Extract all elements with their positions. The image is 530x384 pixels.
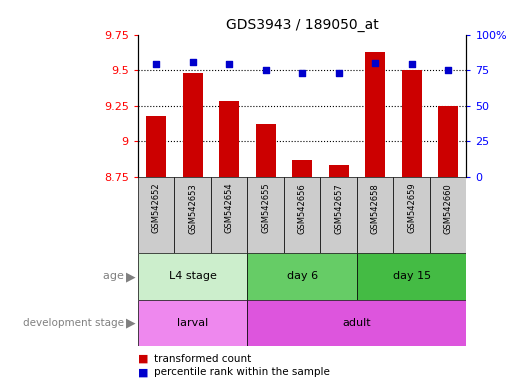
Text: GSM542655: GSM542655 bbox=[261, 183, 270, 233]
Text: GSM542652: GSM542652 bbox=[152, 183, 161, 233]
Bar bbox=[211, 177, 248, 253]
Text: GSM542653: GSM542653 bbox=[188, 183, 197, 233]
Text: L4 stage: L4 stage bbox=[169, 271, 216, 281]
Point bbox=[188, 58, 197, 65]
Bar bbox=[357, 177, 393, 253]
Bar bbox=[402, 70, 422, 177]
Bar bbox=[182, 73, 202, 177]
Bar bbox=[320, 177, 357, 253]
Text: development stage: development stage bbox=[23, 318, 127, 328]
Point bbox=[408, 61, 416, 68]
Bar bbox=[248, 177, 284, 253]
Bar bbox=[292, 160, 312, 177]
Text: day 6: day 6 bbox=[287, 271, 317, 281]
Text: transformed count: transformed count bbox=[154, 354, 251, 364]
Bar bbox=[174, 177, 211, 253]
Bar bbox=[284, 177, 320, 253]
Bar bbox=[248, 253, 357, 300]
Point bbox=[444, 67, 453, 73]
Text: percentile rank within the sample: percentile rank within the sample bbox=[154, 367, 330, 377]
Bar bbox=[138, 300, 248, 346]
Text: adult: adult bbox=[342, 318, 371, 328]
Text: GSM542656: GSM542656 bbox=[298, 183, 306, 233]
Text: GSM542660: GSM542660 bbox=[444, 183, 453, 233]
Bar bbox=[138, 177, 174, 253]
Point bbox=[371, 60, 379, 66]
Point bbox=[334, 70, 343, 76]
Point bbox=[298, 70, 306, 76]
Text: age: age bbox=[103, 271, 127, 281]
Bar bbox=[430, 177, 466, 253]
Bar bbox=[329, 165, 349, 177]
Bar bbox=[438, 106, 458, 177]
Bar bbox=[219, 101, 239, 177]
Text: ■: ■ bbox=[138, 354, 148, 364]
Bar bbox=[365, 51, 385, 177]
Point bbox=[152, 61, 160, 68]
Point bbox=[261, 67, 270, 73]
Point bbox=[225, 61, 233, 68]
Text: GSM542658: GSM542658 bbox=[370, 183, 379, 233]
Bar bbox=[248, 300, 466, 346]
Bar bbox=[393, 177, 430, 253]
Title: GDS3943 / 189050_at: GDS3943 / 189050_at bbox=[226, 18, 378, 32]
Bar bbox=[357, 253, 466, 300]
Text: ■: ■ bbox=[138, 367, 148, 377]
Text: ▶: ▶ bbox=[126, 316, 135, 329]
Text: ▶: ▶ bbox=[126, 270, 135, 283]
Text: GSM542659: GSM542659 bbox=[407, 183, 416, 233]
Text: day 15: day 15 bbox=[393, 271, 431, 281]
Bar bbox=[255, 124, 276, 177]
Text: larval: larval bbox=[177, 318, 208, 328]
Text: GSM542657: GSM542657 bbox=[334, 183, 343, 233]
Bar bbox=[146, 116, 166, 177]
Bar bbox=[138, 253, 248, 300]
Text: GSM542654: GSM542654 bbox=[225, 183, 234, 233]
